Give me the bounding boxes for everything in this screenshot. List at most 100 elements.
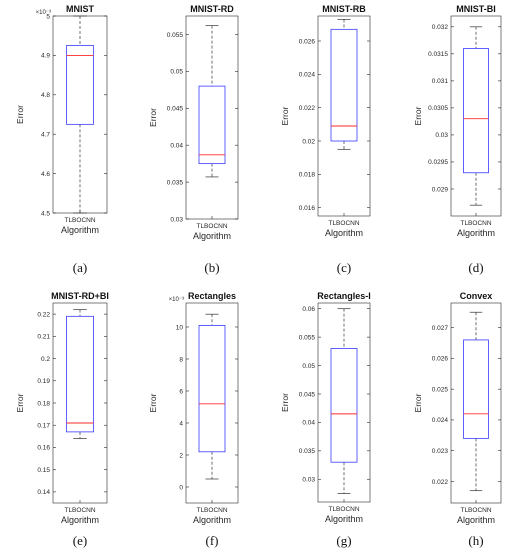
x-axis-label: Algorithm	[325, 514, 363, 524]
y-tick-label: 0.024	[432, 417, 449, 424]
iqr-box	[463, 48, 489, 174]
x-axis-label: Algorithm	[61, 515, 99, 525]
axis-multiplier: ×10⁻³	[36, 10, 51, 16]
y-tick-label: 0.22	[37, 311, 50, 318]
y-tick-label: 0.045	[167, 106, 184, 113]
y-tick-label: 4	[179, 420, 183, 427]
y-tick-label: 6	[179, 388, 183, 395]
y-tick-label: 0.18	[37, 400, 50, 407]
y-tick-label: 4.6	[41, 171, 50, 178]
y-axis-label: Error	[280, 393, 290, 412]
chart-title: MNIST-BI	[456, 4, 496, 14]
iqr-box	[198, 324, 226, 453]
panel-caption: (h)	[468, 533, 483, 548]
chart-title: Rectangles-I	[317, 291, 371, 301]
panel-caption: (g)	[336, 533, 351, 548]
chart-title: MNIST-RD+BI	[51, 291, 109, 301]
x-tick-label: TLBOCNN	[328, 506, 359, 513]
x-axis-label: Algorithm	[325, 228, 363, 238]
chart-title: MNIST-RB	[322, 4, 366, 14]
y-tick-label: 0	[179, 484, 183, 491]
x-tick-label: TLBOCNN	[196, 223, 227, 230]
x-axis-label: Algorithm	[193, 231, 231, 241]
y-axis-label: Error	[15, 393, 25, 412]
x-axis-label: Algorithm	[457, 228, 495, 238]
y-tick-label: 0.035	[299, 448, 316, 455]
y-tick-label: 4.5	[41, 210, 50, 217]
y-tick-label: 0.17	[37, 423, 50, 430]
y-tick-label: 0.026	[299, 38, 316, 45]
y-tick-label: 4.9	[41, 53, 50, 60]
x-tick-label: TLBOCNN	[64, 507, 95, 514]
y-tick-label: 0.0295	[428, 159, 448, 166]
y-tick-label: 4.8	[41, 92, 50, 99]
x-tick-label: TLBOCNN	[460, 220, 491, 227]
iqr-box	[330, 28, 358, 142]
y-axis-label: Error	[148, 108, 158, 127]
y-tick-label: 4.7	[41, 132, 50, 139]
y-tick-label: 0.14	[37, 489, 50, 496]
y-tick-label: 0.055	[167, 32, 184, 39]
y-tick-label: 0.02	[302, 138, 315, 145]
y-tick-label: 0.16	[37, 445, 50, 452]
y-tick-label: 0.0305	[428, 105, 448, 112]
iqr-box	[330, 348, 358, 463]
y-tick-label: 5	[46, 13, 50, 20]
y-tick-label: 0.029	[432, 186, 449, 193]
x-tick-label: TLBOCNN	[460, 507, 491, 514]
y-tick-label: 0.018	[299, 172, 316, 179]
panel-caption: (e)	[73, 533, 87, 548]
iqr-box	[198, 85, 226, 165]
y-tick-label: 10	[176, 324, 184, 331]
plot-frame	[450, 15, 502, 217]
plot-frame	[52, 302, 108, 504]
y-tick-label: 2	[179, 452, 183, 459]
y-tick-label: 0.031	[432, 78, 449, 85]
chart-title: MNIST	[66, 4, 95, 14]
chart-title: MNIST-RD	[190, 4, 234, 14]
iqr-box	[66, 315, 94, 433]
y-tick-label: 0.06	[302, 306, 315, 313]
x-tick-label: TLBOCNN	[328, 220, 359, 227]
x-tick-label: TLBOCNN	[64, 217, 95, 224]
y-tick-label: 0.025	[432, 386, 449, 393]
x-axis-label: Algorithm	[61, 225, 99, 235]
panel-caption: (d)	[468, 260, 483, 275]
x-axis-label: Algorithm	[457, 515, 495, 525]
y-tick-label: 0.026	[432, 356, 449, 363]
plot-frame	[317, 302, 371, 503]
y-tick-label: 0.19	[37, 378, 50, 385]
y-tick-label: 0.2	[41, 356, 50, 363]
y-tick-label: 0.027	[432, 325, 449, 332]
panel-caption: (c)	[337, 260, 351, 275]
iqr-box	[463, 339, 489, 439]
y-tick-label: 0.05	[302, 363, 315, 370]
y-tick-label: 0.21	[37, 334, 50, 341]
y-tick-label: 0.024	[299, 72, 316, 79]
y-tick-label: 0.022	[432, 479, 449, 486]
y-tick-label: 0.04	[170, 142, 183, 149]
chart-title: Convex	[460, 291, 493, 301]
y-tick-label: 0.04	[302, 420, 315, 427]
y-tick-label: 0.03	[170, 216, 183, 223]
y-tick-label: 0.045	[299, 391, 316, 398]
y-tick-label: 0.022	[299, 105, 316, 112]
plot-frame	[317, 15, 371, 217]
y-axis-label: Error	[15, 105, 25, 124]
iqr-box	[66, 45, 94, 125]
y-tick-label: 0.035	[167, 179, 184, 186]
panel-caption: (a)	[73, 260, 87, 275]
panel-caption: (f)	[206, 533, 219, 548]
y-tick-label: 0.05	[170, 69, 183, 76]
y-axis-label: Error	[413, 393, 423, 412]
x-axis-label: Algorithm	[193, 515, 231, 525]
y-axis-label: Error	[148, 393, 158, 412]
y-tick-label: 0.016	[299, 205, 316, 212]
y-tick-label: 0.032	[432, 24, 449, 31]
y-tick-label: 0.03	[435, 132, 448, 139]
y-tick-label: 0.03	[302, 477, 315, 484]
axis-multiplier: ×10⁻³	[169, 297, 184, 303]
y-tick-label: 0.0315	[428, 51, 448, 58]
y-axis-label: Error	[280, 106, 290, 125]
